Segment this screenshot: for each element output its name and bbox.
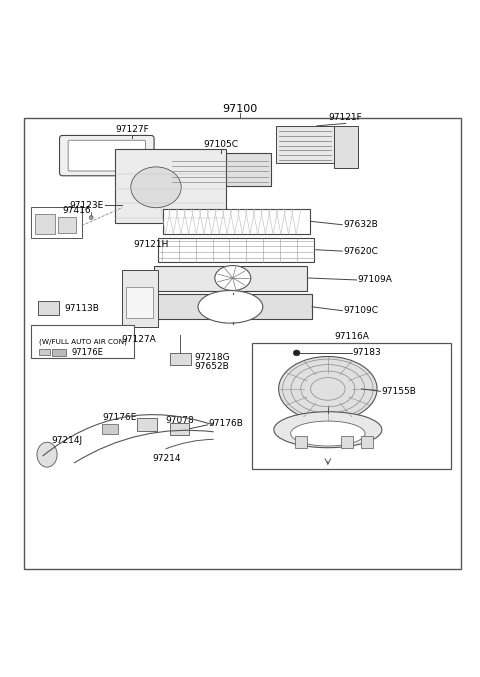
- Bar: [38, 301, 59, 315]
- Text: 97652B: 97652B: [194, 362, 229, 371]
- Text: 97214: 97214: [153, 454, 181, 463]
- Text: 97121F: 97121F: [329, 114, 362, 123]
- Text: 97127F: 97127F: [115, 125, 149, 135]
- Text: 97416: 97416: [62, 206, 91, 215]
- FancyBboxPatch shape: [60, 135, 154, 176]
- Ellipse shape: [274, 412, 382, 447]
- Bar: [170, 423, 189, 435]
- Text: 97176B: 97176B: [209, 420, 244, 429]
- Bar: [158, 238, 314, 262]
- Text: 97109C: 97109C: [343, 306, 378, 315]
- Bar: [149, 294, 312, 320]
- Text: 97109A: 97109A: [358, 276, 393, 284]
- Bar: [52, 349, 66, 356]
- Bar: [154, 265, 307, 290]
- Bar: [115, 149, 226, 223]
- Bar: [252, 343, 451, 469]
- Bar: [122, 270, 158, 326]
- Text: 97176E: 97176E: [71, 349, 103, 357]
- Bar: [137, 418, 157, 431]
- Text: 97632B: 97632B: [343, 220, 378, 230]
- Ellipse shape: [89, 215, 93, 219]
- Ellipse shape: [291, 421, 365, 446]
- Bar: [126, 286, 153, 318]
- Bar: [168, 153, 271, 186]
- Bar: [361, 436, 373, 448]
- Bar: [276, 126, 334, 163]
- Ellipse shape: [37, 442, 57, 467]
- Text: 97100: 97100: [222, 104, 258, 114]
- Bar: [58, 217, 76, 233]
- Text: (W/FULL AUTO AIR CON): (W/FULL AUTO AIR CON): [38, 338, 127, 345]
- Ellipse shape: [293, 350, 300, 356]
- Text: 97113B: 97113B: [65, 304, 100, 313]
- Text: 97218G: 97218G: [194, 353, 230, 362]
- Text: 97214J: 97214J: [52, 436, 83, 445]
- Ellipse shape: [215, 265, 251, 290]
- Bar: [102, 424, 118, 433]
- Bar: [35, 214, 55, 234]
- Text: 97127A: 97127A: [122, 334, 156, 344]
- Bar: [31, 206, 82, 238]
- Text: 97183: 97183: [353, 349, 382, 357]
- Text: 97155B: 97155B: [382, 387, 417, 396]
- Bar: [295, 436, 307, 448]
- Text: 97121H: 97121H: [133, 240, 169, 249]
- Bar: [31, 325, 134, 357]
- Text: 97176E: 97176E: [102, 413, 137, 422]
- Ellipse shape: [131, 167, 181, 208]
- Ellipse shape: [279, 357, 377, 421]
- Text: 97123E: 97123E: [69, 200, 103, 210]
- Bar: [341, 436, 353, 448]
- Text: 97116A: 97116A: [335, 332, 369, 341]
- Ellipse shape: [198, 290, 263, 323]
- Bar: [334, 126, 358, 168]
- FancyBboxPatch shape: [68, 140, 145, 171]
- Bar: [163, 209, 310, 234]
- Bar: [170, 353, 191, 365]
- Text: 97078: 97078: [166, 416, 194, 424]
- Text: 97620C: 97620C: [343, 246, 378, 256]
- Text: 97105C: 97105C: [204, 140, 238, 149]
- Bar: [39, 349, 50, 355]
